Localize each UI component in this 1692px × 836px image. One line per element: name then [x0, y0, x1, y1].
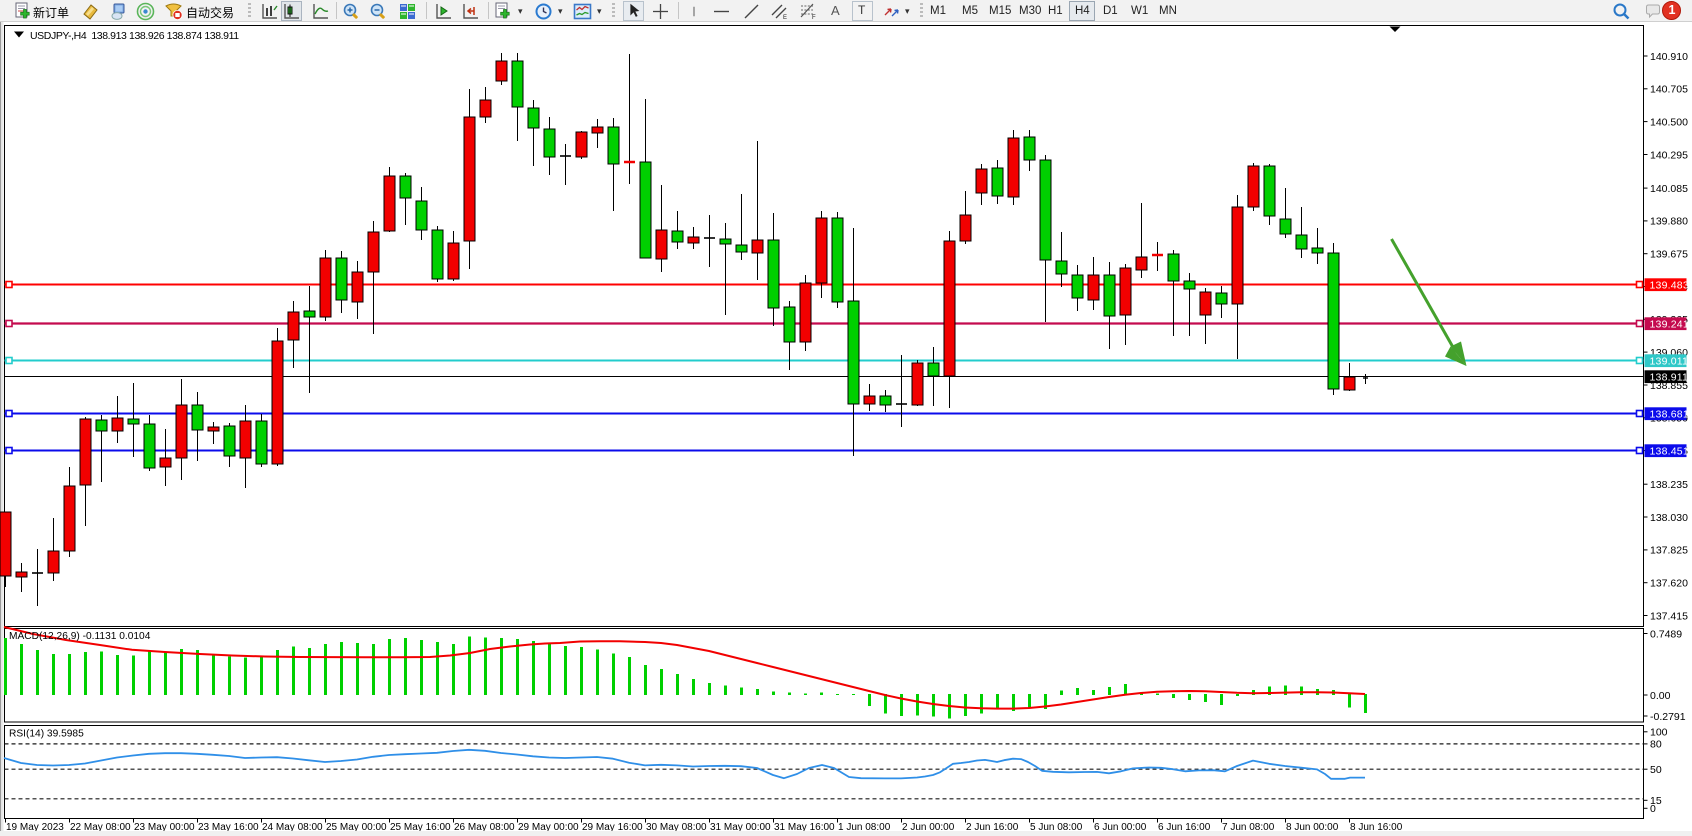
svg-text:25 May 00:00: 25 May 00:00 [326, 822, 387, 833]
svg-text:138.030: 138.030 [1650, 512, 1688, 524]
svg-text:139.483: 139.483 [1650, 280, 1689, 292]
svg-text:0: 0 [1650, 803, 1656, 815]
svg-text:E: E [783, 15, 787, 21]
svg-text:1 Jun 08:00: 1 Jun 08:00 [838, 822, 891, 833]
svg-text:29 May 00:00: 29 May 00:00 [518, 822, 579, 833]
svg-text:137.825: 137.825 [1650, 545, 1688, 557]
svg-text:140.295: 140.295 [1650, 149, 1688, 161]
svg-text:30 May 08:00: 30 May 08:00 [646, 822, 707, 833]
svg-text:31 May 16:00: 31 May 16:00 [774, 822, 835, 833]
svg-text:USDJPY-,H4 138.913 138.926 13: USDJPY-,H4 138.913 138.926 138.874 138.9… [30, 30, 239, 42]
svg-text:138.235: 138.235 [1650, 479, 1688, 491]
svg-text:8 Jun 00:00: 8 Jun 00:00 [1286, 822, 1339, 833]
svg-text:5 Jun 08:00: 5 Jun 08:00 [1030, 822, 1083, 833]
svg-text:140.500: 140.500 [1650, 116, 1688, 128]
svg-text:0.7489: 0.7489 [1650, 628, 1682, 640]
svg-text:100: 100 [1650, 727, 1668, 739]
svg-text:23 May 16:00: 23 May 16:00 [198, 822, 259, 833]
svg-text:138.451: 138.451 [1650, 446, 1689, 458]
svg-text:8 Jun 16:00: 8 Jun 16:00 [1350, 822, 1403, 833]
svg-text:139.880: 139.880 [1650, 216, 1688, 228]
svg-text:24 May 08:00: 24 May 08:00 [262, 822, 323, 833]
svg-text:140.910: 140.910 [1650, 51, 1688, 63]
svg-text:31 May 00:00: 31 May 00:00 [710, 822, 771, 833]
svg-text:25 May 16:00: 25 May 16:00 [390, 822, 451, 833]
svg-text:140.705: 140.705 [1650, 84, 1688, 96]
svg-text:F: F [812, 15, 816, 21]
svg-text:137.620: 137.620 [1650, 578, 1688, 590]
svg-text:6 Jun 00:00: 6 Jun 00:00 [1094, 822, 1147, 833]
svg-text:139.675: 139.675 [1650, 249, 1688, 261]
svg-text:138.911: 138.911 [1650, 372, 1689, 384]
svg-text:-0.2791: -0.2791 [1650, 711, 1686, 723]
svg-text:0.00: 0.00 [1650, 690, 1671, 702]
svg-text:2 Jun 00:00: 2 Jun 00:00 [902, 822, 955, 833]
svg-text:15: 15 [1650, 795, 1662, 807]
svg-text:137.415: 137.415 [1650, 610, 1688, 622]
svg-text:22 May 08:00: 22 May 08:00 [70, 822, 131, 833]
svg-text:2 Jun 16:00: 2 Jun 16:00 [966, 822, 1019, 833]
svg-text:19 May 2023: 19 May 2023 [6, 822, 64, 833]
svg-text:7 Jun 08:00: 7 Jun 08:00 [1222, 822, 1275, 833]
svg-text:80: 80 [1650, 739, 1662, 751]
svg-text:RSI(14) 39.5985: RSI(14) 39.5985 [9, 729, 84, 740]
svg-text:23 May 00:00: 23 May 00:00 [134, 822, 195, 833]
svg-text:140.085: 140.085 [1650, 183, 1688, 195]
svg-text:139.011: 139.011 [1650, 356, 1689, 368]
svg-text:29 May 16:00: 29 May 16:00 [582, 822, 643, 833]
svg-text:50: 50 [1650, 764, 1662, 776]
svg-text:MACD(12,26,9) -0.1131 0.0104: MACD(12,26,9) -0.1131 0.0104 [9, 631, 151, 642]
svg-text:6 Jun 16:00: 6 Jun 16:00 [1158, 822, 1211, 833]
svg-text:139.241: 139.241 [1650, 319, 1689, 331]
svg-text:138.681: 138.681 [1650, 409, 1689, 421]
svg-text:26 May 08:00: 26 May 08:00 [454, 822, 515, 833]
